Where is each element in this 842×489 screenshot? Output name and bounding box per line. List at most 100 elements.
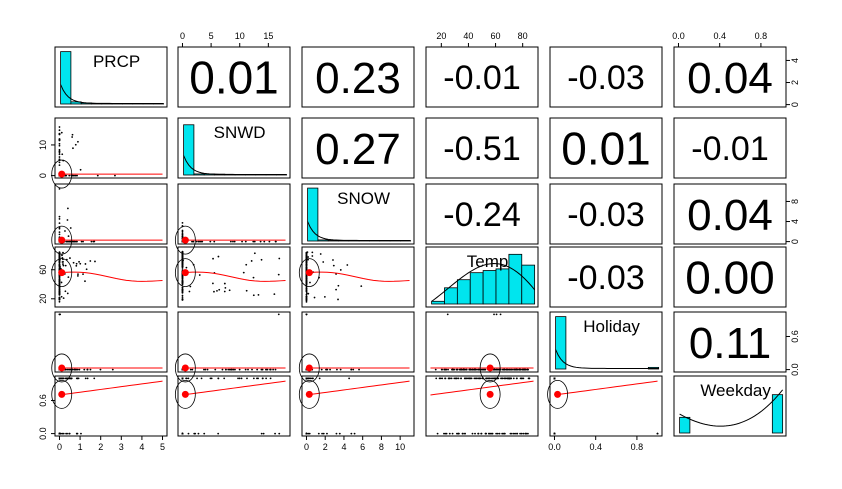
loess-line bbox=[430, 381, 533, 395]
data-point bbox=[223, 378, 225, 380]
data-point bbox=[80, 169, 82, 171]
data-point bbox=[213, 291, 215, 293]
right-axis-snow: 048 bbox=[786, 199, 800, 244]
data-point bbox=[497, 378, 499, 380]
panel-weekday-snwd bbox=[175, 376, 290, 436]
data-point bbox=[63, 433, 65, 435]
data-point bbox=[456, 369, 458, 371]
data-point bbox=[306, 282, 308, 284]
data-point bbox=[234, 241, 236, 243]
axis-tick-label: 0.8 bbox=[755, 31, 768, 41]
panel-prcp-snow: 0.23 bbox=[302, 47, 414, 107]
panel-prcp-holiday: -0.03 bbox=[550, 47, 662, 107]
data-point bbox=[306, 278, 308, 280]
axis-tick-label: 2 bbox=[98, 442, 103, 452]
axis-tick-label: 0 bbox=[790, 102, 800, 107]
axis-tick-label: 4 bbox=[139, 442, 144, 452]
panel-weekday-temp bbox=[426, 376, 538, 436]
panel-snow-snow: SNOW bbox=[302, 184, 414, 244]
data-point bbox=[59, 216, 61, 218]
loess-line bbox=[306, 272, 409, 281]
data-point bbox=[61, 254, 63, 256]
data-point bbox=[182, 277, 184, 279]
data-point bbox=[462, 433, 464, 435]
panel-snow-prcp bbox=[52, 184, 167, 254]
data-point bbox=[201, 378, 203, 380]
data-point bbox=[62, 261, 64, 263]
axis-tick-label: 6 bbox=[360, 442, 365, 452]
data-point bbox=[182, 230, 184, 232]
data-point bbox=[500, 378, 502, 380]
left-axis-weekday: 0.00.6 bbox=[38, 394, 55, 440]
data-point bbox=[72, 147, 74, 149]
data-point bbox=[59, 152, 61, 154]
data-point bbox=[306, 265, 308, 267]
correlation-value: 0.27 bbox=[315, 125, 401, 174]
variable-label: Weekday bbox=[700, 381, 771, 400]
data-point bbox=[554, 378, 556, 380]
data-point bbox=[75, 175, 77, 177]
data-point bbox=[478, 433, 480, 435]
data-point bbox=[306, 266, 308, 268]
data-point bbox=[452, 433, 454, 435]
data-point bbox=[336, 433, 338, 435]
variable-label: Temp bbox=[467, 252, 509, 271]
data-point bbox=[59, 267, 61, 269]
axis-tick-label: 0.0 bbox=[672, 31, 685, 41]
data-point bbox=[306, 253, 308, 255]
data-point bbox=[59, 301, 61, 303]
mean-point bbox=[182, 237, 189, 244]
axis-tick-label: 0.0 bbox=[548, 442, 561, 452]
data-point bbox=[333, 265, 335, 267]
histogram-bar bbox=[308, 188, 318, 241]
data-point bbox=[80, 433, 82, 435]
correlation-value: -0.01 bbox=[443, 59, 521, 97]
data-point bbox=[502, 369, 504, 371]
data-point bbox=[476, 369, 478, 371]
data-point bbox=[77, 275, 79, 277]
data-point bbox=[460, 378, 462, 380]
data-point bbox=[224, 283, 226, 285]
data-point bbox=[467, 378, 469, 380]
axis-tick-label: 2 bbox=[323, 442, 328, 452]
density-curve bbox=[308, 222, 411, 241]
data-point bbox=[321, 369, 323, 371]
axis-tick-label: 0.0 bbox=[790, 363, 800, 376]
data-point bbox=[69, 257, 71, 259]
panel-snwd-prcp bbox=[52, 118, 167, 188]
data-point bbox=[66, 433, 68, 435]
data-point bbox=[59, 288, 61, 290]
axis-tick-label: 0.6 bbox=[38, 394, 48, 407]
data-point bbox=[306, 294, 308, 296]
data-point bbox=[485, 433, 487, 435]
data-point bbox=[314, 297, 316, 299]
data-point bbox=[64, 230, 66, 232]
data-point bbox=[245, 241, 247, 243]
data-point bbox=[263, 241, 265, 243]
data-point bbox=[199, 274, 201, 276]
data-point bbox=[245, 264, 247, 266]
data-point bbox=[261, 259, 263, 261]
data-point bbox=[253, 277, 255, 279]
data-point bbox=[496, 369, 498, 371]
data-point bbox=[191, 241, 193, 243]
data-point bbox=[319, 378, 321, 380]
data-point bbox=[218, 289, 220, 291]
right-axis-holiday: 0.00.6 bbox=[786, 330, 800, 376]
axis-tick-label: 40 bbox=[463, 31, 473, 41]
data-point bbox=[94, 261, 96, 263]
data-point bbox=[496, 314, 498, 316]
correlation-value: 0.00 bbox=[685, 252, 775, 304]
data-point bbox=[522, 433, 524, 435]
data-point bbox=[87, 378, 89, 380]
data-point bbox=[499, 433, 501, 435]
data-point bbox=[306, 299, 308, 301]
panel-temp-snow bbox=[299, 247, 414, 307]
data-point bbox=[480, 433, 482, 435]
data-point bbox=[191, 369, 193, 371]
data-point bbox=[451, 378, 453, 380]
data-point bbox=[306, 287, 308, 289]
data-point bbox=[78, 261, 80, 263]
panel-holiday-snow bbox=[299, 312, 414, 382]
